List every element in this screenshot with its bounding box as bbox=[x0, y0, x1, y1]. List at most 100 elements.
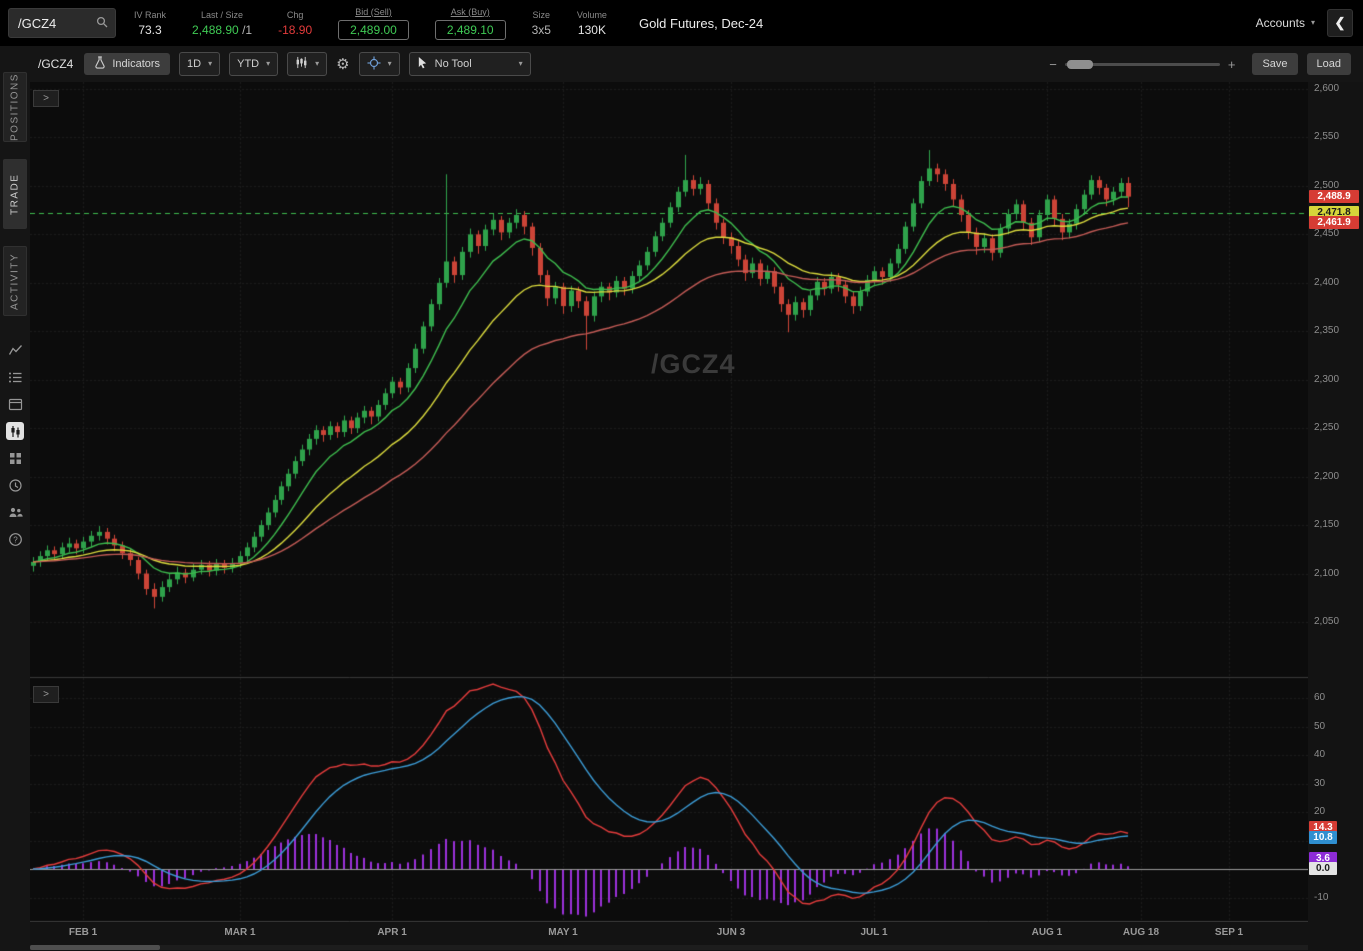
size-field: Size 3x5 bbox=[532, 10, 551, 37]
time-axis-label: FEB 1 bbox=[68, 927, 98, 938]
ask-button[interactable]: 2,489.10 bbox=[434, 19, 506, 40]
volume-value: 130K bbox=[577, 22, 606, 37]
change-label: Chg bbox=[286, 9, 304, 20]
accounts-menu[interactable]: Accounts ▾ bbox=[1256, 16, 1315, 30]
iv-rank-field: IV Rank 73.3 bbox=[134, 10, 166, 37]
change-value: -18.90 bbox=[278, 22, 313, 37]
charts-icon[interactable] bbox=[6, 422, 24, 440]
sidebar-tab-trade[interactable]: TRADE bbox=[3, 159, 27, 229]
price-axis-label: 2,600 bbox=[1314, 83, 1340, 94]
ask-label: Ask (Buy) bbox=[450, 6, 490, 17]
iv-rank-value: 73.3 bbox=[138, 22, 162, 37]
chevron-down-icon: ▾ bbox=[208, 59, 213, 68]
svg-text:?: ? bbox=[13, 535, 18, 544]
indicator-axis-label: 50 bbox=[1314, 720, 1326, 732]
bid-label: Bid (Sell) bbox=[355, 6, 392, 17]
chevron-down-icon: ▾ bbox=[315, 59, 320, 68]
chart-type-icon bbox=[295, 56, 308, 72]
bid-field: Bid (Sell) 2,489.00 bbox=[338, 7, 409, 40]
indicator-chip: 10.8 bbox=[1309, 831, 1337, 845]
size-value: 3x5 bbox=[531, 22, 551, 37]
grid-icon[interactable] bbox=[6, 449, 24, 467]
top-header: /GCZ4 IV Rank 73.3 Last / Size 2,488.90 … bbox=[0, 0, 1363, 46]
sidebar-tab-positions[interactable]: POSITIONS bbox=[3, 72, 27, 142]
sidebar-tab-activity[interactable]: ACTIVITY bbox=[3, 246, 27, 316]
indicator-chip: 3.6 bbox=[1309, 851, 1337, 865]
indicator-axis-label: 30 bbox=[1314, 777, 1326, 789]
indicators-flask-icon bbox=[94, 56, 106, 72]
toolbar-symbol-label: /GCZ4 bbox=[38, 57, 74, 71]
size-label: Size bbox=[532, 9, 550, 20]
symbol-search-value: /GCZ4 bbox=[18, 15, 57, 31]
help-icon[interactable]: ? bbox=[6, 530, 24, 548]
time-axis-label: AUG 1 bbox=[1031, 927, 1063, 938]
zoom-control: − + bbox=[1049, 57, 1235, 72]
chart-watermark: /GCZ4 bbox=[651, 349, 736, 379]
time-axis-label: MAY 1 bbox=[548, 927, 578, 938]
search-icon bbox=[96, 16, 108, 31]
time-axis-label: SEP 1 bbox=[1214, 927, 1244, 938]
price-pane-collapse-button[interactable]: > bbox=[33, 90, 59, 107]
chevron-down-icon: ▾ bbox=[518, 59, 523, 68]
range-value: YTD bbox=[237, 58, 260, 70]
timeframe-dropdown[interactable]: 1D ▾ bbox=[179, 52, 221, 76]
indicator-chip: 14.3 bbox=[1309, 821, 1337, 835]
indicators-button[interactable]: Indicators bbox=[84, 53, 171, 75]
zoom-slider-thumb[interactable] bbox=[1066, 59, 1093, 69]
cursor-icon bbox=[417, 56, 428, 72]
time-axis-label: AUG 18 bbox=[1122, 927, 1160, 938]
indicator-pane-collapse-button[interactable]: > bbox=[33, 686, 59, 703]
price-chart-canvas[interactable] bbox=[30, 82, 1308, 922]
time-axis-label: JUL 1 bbox=[860, 927, 888, 938]
volume-label: Volume bbox=[576, 9, 607, 20]
sidebar-icon-rail: ? bbox=[6, 341, 24, 548]
chart-settings-gear-icon[interactable]: ⚙ bbox=[336, 56, 350, 73]
horizontal-scrollbar-thumb[interactable] bbox=[30, 945, 160, 950]
chevron-down-icon: ▾ bbox=[266, 59, 271, 68]
drawing-tool-dropdown[interactable]: No Tool ▾ bbox=[408, 52, 531, 76]
price-axis-label: 2,100 bbox=[1314, 567, 1340, 579]
performance-icon[interactable] bbox=[6, 341, 24, 359]
chevron-down-icon: ▾ bbox=[1310, 18, 1315, 27]
timeframe-value: 1D bbox=[187, 58, 202, 70]
price-axis-label: 2,550 bbox=[1314, 131, 1340, 143]
last-size-label: Last / Size bbox=[201, 9, 244, 20]
price-axis-label: 2,450 bbox=[1314, 228, 1340, 240]
left-sidebar: POSITIONS TRADE ACTIVITY bbox=[0, 46, 30, 951]
chart-type-dropdown[interactable]: ▾ bbox=[287, 52, 328, 76]
indicator-axis-label: -10 bbox=[1314, 891, 1329, 903]
zoom-slider[interactable] bbox=[1064, 59, 1220, 69]
crosshair-icon bbox=[367, 55, 381, 73]
time-axis-label: JUN 3 bbox=[716, 927, 746, 938]
price-axis-label: 2,250 bbox=[1314, 422, 1340, 434]
instrument-description: Gold Futures, Dec-24 bbox=[638, 15, 764, 31]
chart-toolbar: /GCZ4 Indicators 1D ▾ YTD ▾ ▾ bbox=[30, 46, 1363, 82]
watchlist-icon[interactable] bbox=[6, 368, 24, 386]
price-axis-label: 2,500 bbox=[1314, 179, 1340, 191]
range-dropdown[interactable]: YTD ▾ bbox=[229, 52, 279, 76]
history-icon[interactable] bbox=[6, 476, 24, 494]
price-axis-label: 2,350 bbox=[1314, 325, 1340, 337]
panel-collapse-button[interactable]: ❮ bbox=[1327, 9, 1353, 37]
indicator-axis-label: 40 bbox=[1314, 749, 1326, 760]
zoom-in-button[interactable]: + bbox=[1227, 56, 1236, 72]
load-button[interactable]: Load bbox=[1306, 53, 1351, 75]
indicator-axis-label: 60 bbox=[1314, 692, 1326, 703]
price-chip: 2,461.9 bbox=[1309, 215, 1359, 229]
chart-region: /GCZ4 Indicators 1D ▾ YTD ▾ ▾ bbox=[30, 46, 1363, 951]
zoom-out-button[interactable]: − bbox=[1049, 56, 1057, 72]
indicator-axis-label: 20 bbox=[1314, 806, 1326, 817]
indicator-chip: 0.0 bbox=[1309, 862, 1337, 875]
last-size-field: Last / Size 2,488.90 /1 bbox=[192, 10, 252, 37]
ask-field: Ask (Buy) 2,489.10 bbox=[434, 6, 506, 40]
price-axis-label: 2,400 bbox=[1314, 276, 1340, 288]
save-button[interactable]: Save bbox=[1252, 53, 1298, 75]
time-axis-label: MAR 1 bbox=[224, 927, 256, 938]
crosshair-dropdown[interactable]: ▾ bbox=[358, 52, 400, 76]
last-price-value: 2,488.90 bbox=[192, 22, 239, 37]
social-icon[interactable] bbox=[6, 503, 24, 521]
bid-button[interactable]: 2,489.00 bbox=[338, 19, 409, 40]
window-icon[interactable] bbox=[6, 395, 24, 413]
symbol-search-input[interactable]: /GCZ4 bbox=[8, 8, 116, 38]
